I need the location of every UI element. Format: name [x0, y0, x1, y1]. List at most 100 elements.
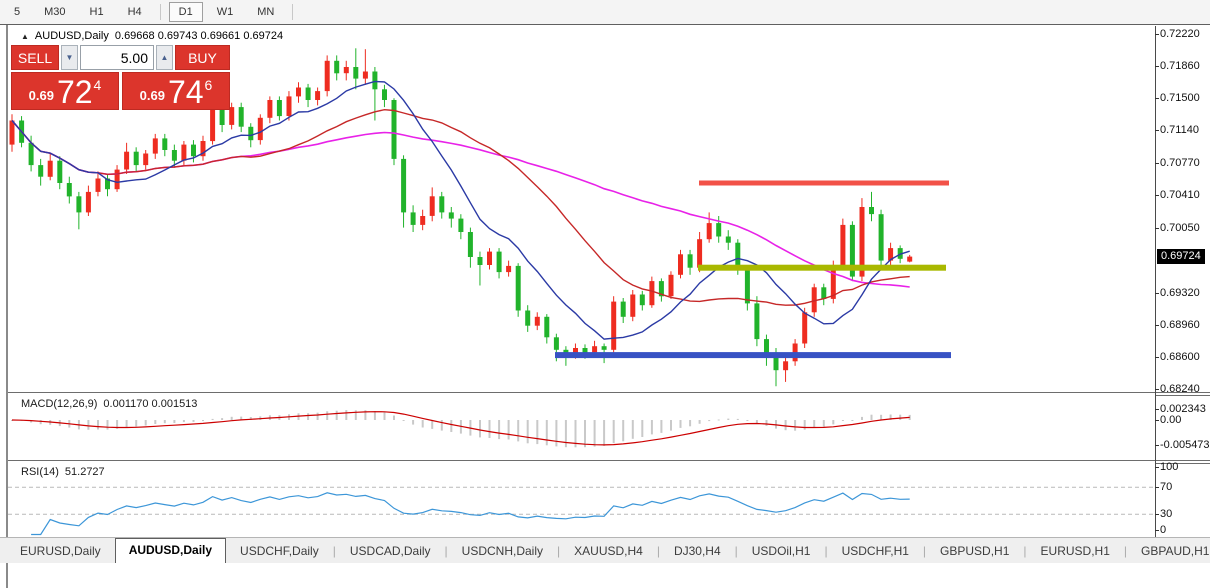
- price-axis-label: 0.68960: [1160, 318, 1200, 331]
- macd-axis-label: 0.002343: [1160, 403, 1206, 416]
- price-axis-label: 0.71500: [1160, 92, 1200, 105]
- chart-tab-usdoil-h1[interactable]: USDOil,H1: [751, 544, 811, 558]
- window-left-frame: [6, 25, 8, 588]
- axis-tick-mark: [1155, 389, 1159, 390]
- rsi-chart: [8, 486, 1155, 536]
- price-axis-label: 0.70410: [1160, 189, 1200, 202]
- chart-tab-audusd-daily[interactable]: AUDUSD,Daily: [114, 538, 227, 563]
- rsi-label: RSI(14): [21, 466, 59, 478]
- timeframe-button-h4[interactable]: H4: [127, 6, 142, 18]
- chart-tab-usdcad-daily[interactable]: USDCAD,Daily: [349, 544, 431, 558]
- price-chart-pane[interactable]: ▲ AUDUSD,Daily 0.69668 0.69743 0.69661 0…: [8, 26, 1155, 392]
- sell-price-big: 72: [56, 74, 93, 110]
- axis-tick-mark: [1155, 514, 1159, 516]
- timeframe-toolbar: 5 M30 H1 H4 D1 W1 MN: [0, 0, 1210, 24]
- chart-tab-eurusd-daily[interactable]: EURUSD,Daily: [20, 544, 101, 558]
- price-axis-label: 0.70050: [1160, 221, 1200, 234]
- tab-separator: |: [922, 544, 927, 558]
- macd-header: MACD(12,26,9) 0.001170 0.001513: [21, 398, 197, 410]
- volume-input[interactable]: [80, 45, 154, 70]
- macd-values: 0.001170 0.001513: [103, 398, 198, 410]
- axis-tick-mark: [1155, 467, 1159, 468]
- rsi-header: RSI(14) 51.2727: [21, 466, 105, 478]
- timeframe-button-d1[interactable]: D1: [168, 2, 203, 22]
- timeframe-button-h1[interactable]: H1: [89, 6, 104, 18]
- timeframe-button-w1[interactable]: W1: [216, 6, 234, 18]
- timeframe-button-m30[interactable]: M30: [44, 6, 66, 18]
- chart-tab-eurusd-h1[interactable]: EURUSD,H1: [1040, 544, 1110, 558]
- macd-label: MACD(12,26,9): [21, 398, 98, 410]
- tab-separator: |: [656, 544, 660, 558]
- current-price-tag: 0.69724: [1157, 248, 1205, 264]
- axis-tick-mark: [1155, 34, 1159, 35]
- price-axis-label: 0.70770: [1160, 157, 1200, 170]
- volume-decrease-button[interactable]: ▼: [61, 45, 78, 70]
- buy-price-prefix: 0.69: [139, 88, 165, 103]
- sell-price-button[interactable]: 0.69 72 4: [11, 72, 119, 110]
- buy-price-pip: 6: [204, 77, 213, 93]
- chart-tab-usdchf-h1[interactable]: USDCHF,H1: [841, 544, 909, 558]
- buy-price-big: 74: [167, 74, 204, 110]
- macd-chart: [11, 410, 911, 448]
- volume-increase-button[interactable]: ▲: [156, 45, 173, 70]
- tab-separator: |: [1123, 544, 1128, 558]
- price-axis-label: 0.71860: [1160, 60, 1200, 73]
- buy-price-button[interactable]: 0.69 74 6: [122, 72, 230, 110]
- axis-tick-mark: [1155, 409, 1159, 411]
- rsi-axis-label: 30: [1160, 508, 1173, 521]
- macd-axis-label: -0.005473: [1160, 438, 1210, 451]
- axis-tick-mark: [1155, 195, 1159, 197]
- rsi-value: 51.2727: [64, 466, 105, 478]
- macd-axis-label: 0.00: [1160, 414, 1182, 426]
- price-axis-label: 0.71140: [1160, 124, 1199, 137]
- chevron-up-icon: ▲: [160, 53, 169, 62]
- timeframe-button-mn[interactable]: MN: [257, 6, 275, 18]
- tab-separator: |: [1023, 544, 1027, 558]
- chart-tab-xauusd-h4[interactable]: XAUUSD,H4: [574, 544, 643, 558]
- buy-button[interactable]: BUY: [175, 45, 230, 70]
- rsi-axis-label: 70: [1160, 481, 1173, 494]
- chart-window: ▲ AUDUSD,Daily 0.69668 0.69743 0.69661 0…: [0, 24, 1210, 588]
- axis-tick-mark: [1155, 98, 1159, 100]
- rsi-axis-label: 0: [1160, 524, 1167, 536]
- tab-separator: |: [734, 544, 738, 558]
- timeframe-button-5[interactable]: 5: [14, 6, 21, 18]
- price-axis-label: 0.68240: [1160, 383, 1200, 395]
- tab-separator: |: [557, 544, 561, 558]
- chart-tab-gbpaud-h1[interactable]: GBPAUD,H1: [1141, 544, 1210, 558]
- axis-tick-mark: [1155, 163, 1159, 165]
- axis-tick-mark: [1155, 420, 1159, 421]
- sell-button[interactable]: SELL: [11, 45, 59, 70]
- axis-tick-mark: [1155, 130, 1159, 132]
- price-axis-label: 0.72220: [1160, 28, 1200, 40]
- axis-tick-mark: [1155, 487, 1159, 489]
- chart-tab-gbpusd-h1[interactable]: GBPUSD,H1: [940, 544, 1010, 558]
- ohlc-values: 0.69668 0.69743 0.69661 0.69724: [114, 30, 284, 42]
- axis-tick-mark: [1155, 444, 1159, 446]
- price-axis-label: 0.69320: [1160, 286, 1200, 299]
- chart-tab-usdchf-daily[interactable]: USDCHF,Daily: [240, 544, 319, 558]
- axis-tick-mark: [1155, 356, 1159, 358]
- axis-tick-mark: [1155, 292, 1159, 294]
- one-click-trade-panel: SELL ▼ ▲ BUY 0.69 72 4 0.69 74 6: [11, 45, 230, 110]
- tab-separator: |: [824, 544, 828, 558]
- chevron-down-icon: ▼: [65, 53, 74, 62]
- price-axis-label: 0.68600: [1160, 350, 1200, 363]
- axis-tick-mark: [1155, 324, 1159, 326]
- chart-tab-dj30-h4[interactable]: DJ30,H4: [673, 544, 721, 558]
- chart-tab-usdcnh-daily[interactable]: USDCNH,Daily: [461, 544, 544, 558]
- sell-price-prefix: 0.69: [28, 88, 54, 103]
- symbol-header: ▲ AUDUSD,Daily 0.69668 0.69743 0.69661 0…: [21, 30, 283, 42]
- tab-separator: |: [444, 544, 448, 558]
- rsi-pane: RSI(14) 51.2727: [8, 462, 1155, 537]
- candlestick-chart[interactable]: [8, 26, 1155, 392]
- toolbar-separator: [159, 4, 161, 20]
- collapse-arrow-icon[interactable]: ▲: [21, 31, 29, 41]
- axis-tick-mark: [1155, 227, 1159, 229]
- rsi-axis-label: 100: [1160, 461, 1179, 473]
- symbol-label: AUDUSD,Daily: [34, 30, 109, 42]
- sell-price-pip: 4: [93, 77, 102, 93]
- price-axis-border: [1155, 26, 1156, 538]
- axis-tick-mark: [1155, 66, 1159, 68]
- axis-tick-mark: [1155, 530, 1159, 531]
